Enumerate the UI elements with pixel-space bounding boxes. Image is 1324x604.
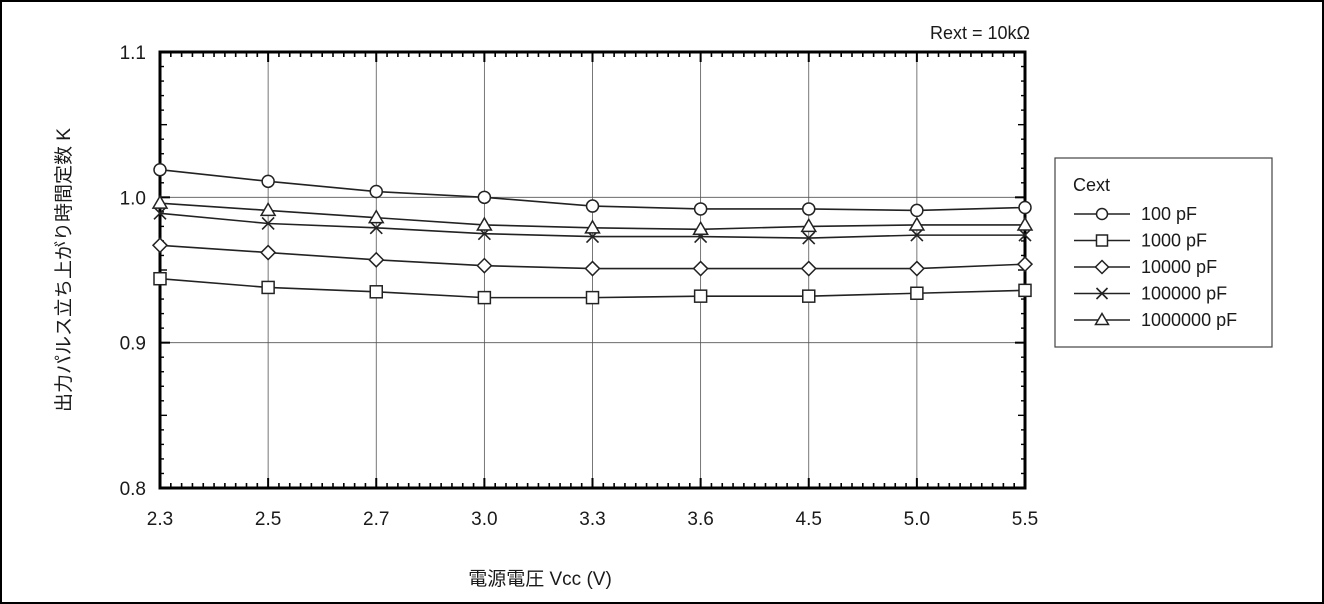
data-point <box>1018 283 1032 298</box>
data-point <box>910 286 924 301</box>
data-point <box>260 244 277 261</box>
data-point <box>1016 216 1034 231</box>
x-tick-label: 3.0 <box>471 509 497 530</box>
series-layer <box>151 162 1034 305</box>
series-circle <box>153 162 1032 218</box>
y-tick-label: 0.8 <box>120 479 146 500</box>
legend: Cext 100 pF 1000 pF 10000 pF 100000 pF 10000… <box>1054 157 1273 348</box>
data-point <box>367 209 385 224</box>
legend-item: 100 pF <box>1074 204 1197 224</box>
data-point <box>800 217 818 233</box>
data-point <box>153 271 167 286</box>
data-point <box>585 290 600 305</box>
data-point <box>477 290 492 305</box>
data-point <box>1095 234 1109 247</box>
legend-label: 100000 pF <box>1141 284 1227 304</box>
legend-item: 1000000 pF <box>1074 310 1237 330</box>
series-x <box>153 206 1032 245</box>
data-point <box>692 220 709 236</box>
data-point <box>151 237 169 254</box>
data-point <box>259 201 277 217</box>
data-point <box>908 260 925 277</box>
data-point <box>153 206 167 220</box>
y-tick-label: 1.1 <box>120 43 146 64</box>
x-tick-label: 3.3 <box>579 509 605 530</box>
data-point <box>369 184 383 199</box>
data-point <box>261 174 275 189</box>
data-point <box>585 199 600 213</box>
series-square <box>153 271 1032 305</box>
y-tick-label: 1.0 <box>120 188 146 209</box>
legend-item: 1000 pF <box>1074 231 1207 251</box>
legend-item: 100000 pF <box>1074 284 1227 304</box>
x-tick-label: 5.5 <box>1012 509 1038 530</box>
legend-label: 100 pF <box>1141 204 1197 224</box>
data-point <box>800 260 817 277</box>
data-point <box>368 251 385 268</box>
data-point <box>802 231 816 245</box>
data-point <box>476 257 493 274</box>
data-point <box>692 260 709 277</box>
data-point <box>1095 287 1109 300</box>
data-point <box>1018 200 1032 215</box>
data-point <box>693 289 708 303</box>
data-point <box>1094 312 1110 326</box>
data-point <box>910 228 924 242</box>
data-point <box>369 285 383 299</box>
legend-item: 10000 pF <box>1074 257 1217 277</box>
x-tick-label: 5.0 <box>904 509 930 530</box>
data-point <box>151 194 169 209</box>
legend-items: 100 pF 1000 pF 10000 pF 100000 pF 1000000 pF <box>1074 204 1237 330</box>
x-tick-label: 2.5 <box>255 509 281 530</box>
data-point <box>693 202 708 216</box>
data-point <box>261 280 275 295</box>
y-tick-labels: 0.8 0.9 1.0 1.1 <box>120 43 146 500</box>
data-point <box>1018 228 1032 242</box>
data-point <box>369 221 383 235</box>
x-tick-label: 3.6 <box>687 509 713 530</box>
data-point <box>584 219 601 234</box>
legend-box <box>1054 157 1273 348</box>
data-point <box>1094 259 1110 275</box>
x-tick-label: 2.7 <box>363 509 389 530</box>
data-point <box>910 203 924 218</box>
legend-title: Cext <box>1073 175 1110 195</box>
data-point <box>476 216 493 231</box>
x-axis-title: 電源電圧 Vcc (V) <box>468 568 612 590</box>
legend-label: 10000 pF <box>1141 257 1217 277</box>
data-point <box>802 289 816 303</box>
x-tick-label: 2.3 <box>147 509 173 530</box>
y-tick-label: 0.9 <box>120 334 146 355</box>
data-point <box>1095 207 1109 221</box>
data-point <box>153 162 167 177</box>
data-point <box>802 202 816 216</box>
data-point <box>261 216 275 231</box>
data-point <box>908 216 926 231</box>
legend-label: 1000000 pF <box>1141 310 1237 330</box>
data-point <box>584 260 601 277</box>
series-diamond <box>151 237 1034 277</box>
data-point <box>477 190 492 205</box>
y-axis-title: 出力パルス立ち上がり時間定数 K <box>53 128 75 412</box>
x-tick-labels: 2.3 2.5 2.7 3.0 3.3 3.6 4.5 5.0 5.5 <box>147 509 1038 530</box>
legend-label: 1000 pF <box>1141 231 1207 251</box>
series-triangle <box>151 194 1034 236</box>
x-tick-label: 4.5 <box>796 509 822 530</box>
annotation-text: Rext = 10kΩ <box>930 23 1030 43</box>
data-point <box>1016 256 1034 273</box>
